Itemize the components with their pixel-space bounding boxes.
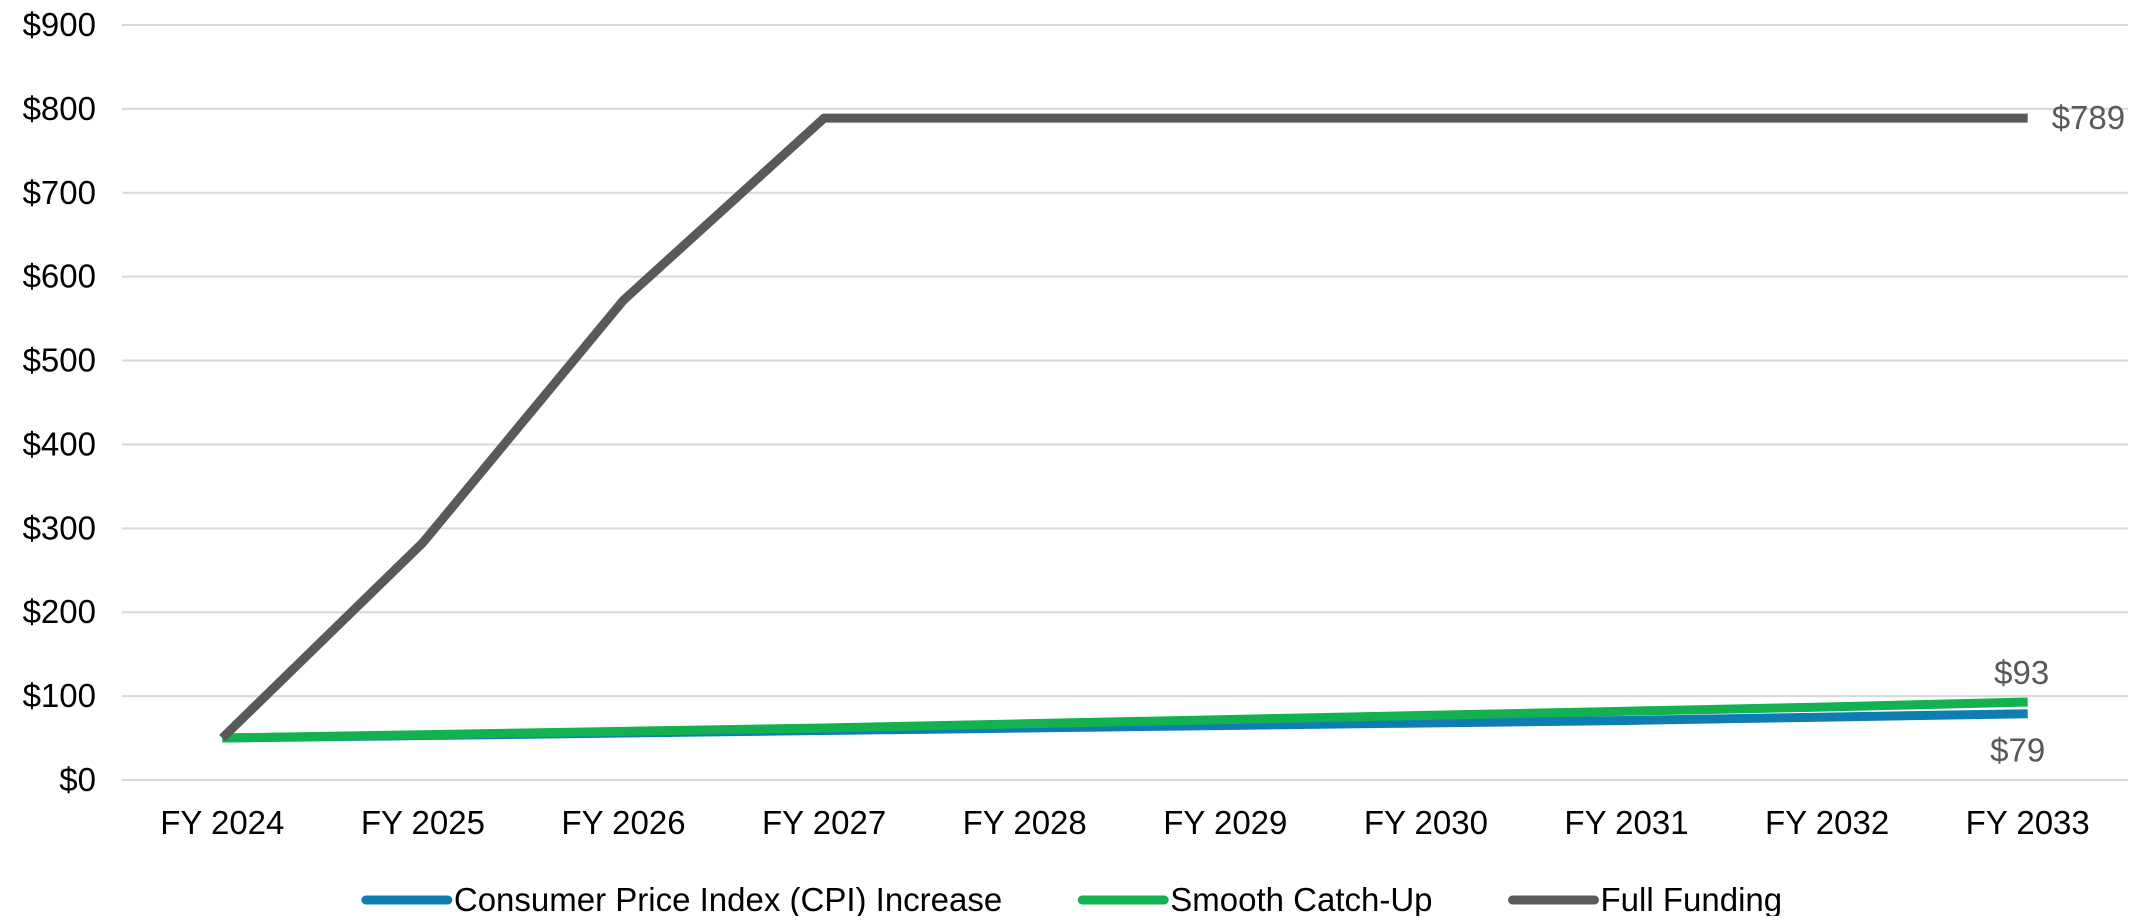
x-tick-label: FY 2025 [361,804,485,841]
x-tick-label: FY 2031 [1564,804,1688,841]
legend: Consumer Price Index (CPI) Increase Smoot… [361,881,1783,918]
series-lines [219,113,2028,743]
x-tick-label: FY 2033 [1966,804,2090,841]
x-tick-label: FY 2026 [561,804,685,841]
y-tick-label: $800 [23,90,96,127]
gridlines [122,24,2128,781]
x-tick-label: FY 2029 [1163,804,1287,841]
legend-label: Full Funding [1601,881,1783,916]
y-axis: $0 $100 $200 $300 $400 $500 $600 $700 $800 $900 [23,6,96,798]
y-tick-label: $100 [23,677,96,714]
x-tick-label: FY 2032 [1765,804,1889,841]
legend-item-smooth-catch-up: Smooth Catch-Up [1077,881,1433,918]
y-tick-label: $200 [23,593,96,630]
series-line-full-funding [219,113,2028,742]
series-line-smooth-catch-up [222,697,2028,743]
end-label-full-funding: $789 [2052,99,2125,136]
legend-item-full-funding: Full Funding [1508,881,1783,918]
legend-label: Consumer Price Index (CPI) Increase [454,881,1002,916]
y-tick-label: $400 [23,425,96,462]
legend-label: Smooth Catch-Up [1170,881,1432,916]
y-tick-label: $0 [59,761,96,798]
end-label-smooth-catch-up: $93 [1994,654,2049,691]
x-axis: FY 2024 FY 2025 FY 2026 FY 2027 FY 2028 FY 20… [160,804,2090,841]
end-label-consumer-price-index-cpi-increase: $79 [1990,732,2045,769]
y-tick-label: $500 [23,342,96,379]
end-labels: $789 $93 $79 [1990,99,2125,769]
y-tick-label: $900 [23,6,96,43]
y-tick-label: $600 [23,258,96,295]
x-tick-label: FY 2028 [963,804,1087,841]
y-tick-label: $300 [23,509,96,546]
x-tick-label: FY 2024 [160,804,284,841]
legend-item-consumer-price-index-cpi-increase: Consumer Price Index (CPI) Increase [361,881,1002,918]
x-tick-label: FY 2030 [1364,804,1488,841]
x-tick-label: FY 2027 [762,804,886,841]
y-tick-label: $700 [23,174,96,211]
